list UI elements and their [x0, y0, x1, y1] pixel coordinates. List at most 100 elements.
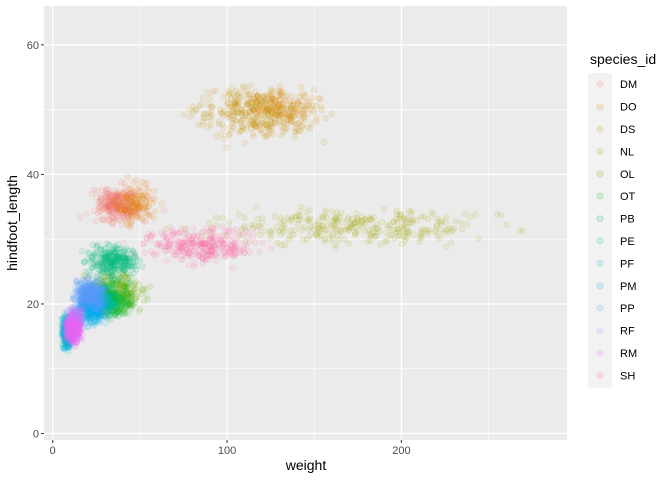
point-DM [100, 205, 108, 212]
point-DM [107, 191, 115, 199]
point-SH [213, 257, 220, 265]
point-NL [206, 219, 213, 227]
point-PB [139, 263, 146, 270]
point-DM [113, 203, 121, 211]
point-DO [130, 179, 137, 186]
y-axis-title: hindfoot_length [4, 175, 20, 271]
point-DS [299, 103, 307, 111]
point-DM [128, 196, 135, 203]
point-DM [104, 195, 112, 202]
point-PP [94, 277, 101, 285]
point-SH [120, 239, 127, 246]
point-OL [139, 285, 146, 293]
point-NL [442, 244, 450, 251]
point-DS [199, 95, 206, 102]
point-DO [276, 87, 284, 95]
panel-background [44, 6, 567, 440]
point-DS [264, 125, 272, 132]
point-DO [121, 217, 129, 224]
point-DM [134, 213, 141, 221]
point-DM [117, 204, 125, 211]
point-DM [106, 192, 113, 199]
point-SH [145, 230, 152, 237]
point-DS [215, 120, 222, 128]
point-NL [389, 218, 397, 226]
point-DM [105, 186, 112, 193]
point-PE [107, 277, 115, 284]
point-NL [332, 244, 340, 252]
point-DM [134, 209, 142, 217]
point-SH [164, 236, 171, 244]
point-DM [94, 209, 102, 217]
point-SH [246, 248, 253, 256]
point-DM [142, 196, 150, 204]
point-NL [305, 226, 313, 233]
point-NL [331, 225, 339, 233]
point-DM [102, 202, 109, 210]
point-NL [350, 220, 358, 227]
point-DM [115, 203, 122, 211]
point-SH [185, 232, 193, 239]
point-DS [277, 131, 285, 139]
point-SH [169, 231, 177, 239]
point-DS [284, 105, 291, 113]
point-DM [97, 194, 105, 202]
point-RM [65, 314, 73, 321]
point-DM [128, 209, 135, 216]
point-DM [106, 203, 113, 211]
point-DO [266, 100, 274, 107]
point-NL [438, 217, 446, 225]
point-NL [405, 229, 413, 237]
point-DM [103, 196, 111, 204]
point-DM [160, 206, 168, 214]
point-SH [252, 239, 259, 247]
point-DS [229, 119, 237, 127]
point-NL [303, 236, 311, 243]
point-DM [104, 212, 111, 220]
point-NL [322, 209, 329, 216]
point-DS [220, 124, 228, 131]
point-SH [211, 246, 219, 253]
point-DM [131, 207, 139, 214]
point-DM [107, 202, 115, 209]
point-SH [184, 239, 191, 246]
point-DS [229, 84, 236, 92]
point-NL [436, 234, 443, 242]
point-DS [299, 90, 306, 97]
point-DM [119, 200, 126, 208]
point-DM [113, 203, 121, 211]
point-DM [123, 191, 130, 199]
point-PB [136, 257, 144, 264]
point-DM [114, 195, 121, 202]
x-tick-label: 200 [392, 445, 410, 457]
point-DM [105, 190, 112, 198]
point-DO [149, 199, 156, 207]
point-DS [216, 106, 224, 113]
point-DM [114, 208, 121, 216]
point-NL [402, 237, 409, 244]
point-DO [120, 199, 128, 206]
legend: species_id DM DO DS NL OL OT PB PE PF PM PP RF RM SH [588, 51, 656, 388]
point-NL [325, 229, 333, 237]
point-DM [105, 198, 112, 206]
legend-key-RF [596, 327, 604, 335]
point-DO [142, 203, 150, 211]
point-SH [267, 245, 275, 252]
point-NL [406, 208, 413, 215]
point-DM [114, 194, 122, 202]
point-DM [114, 199, 122, 207]
point-DM [96, 198, 103, 206]
point-NL [424, 230, 431, 237]
point-PP [70, 294, 78, 302]
point-DO [143, 179, 150, 187]
point-DO [259, 120, 267, 128]
point-DS [262, 106, 270, 113]
point-DM [108, 193, 116, 201]
point-DM [96, 203, 104, 210]
point-DM [122, 188, 130, 195]
point-DM [123, 192, 131, 200]
point-DM [113, 204, 120, 212]
point-DO [135, 207, 143, 214]
point-NL [383, 222, 391, 229]
